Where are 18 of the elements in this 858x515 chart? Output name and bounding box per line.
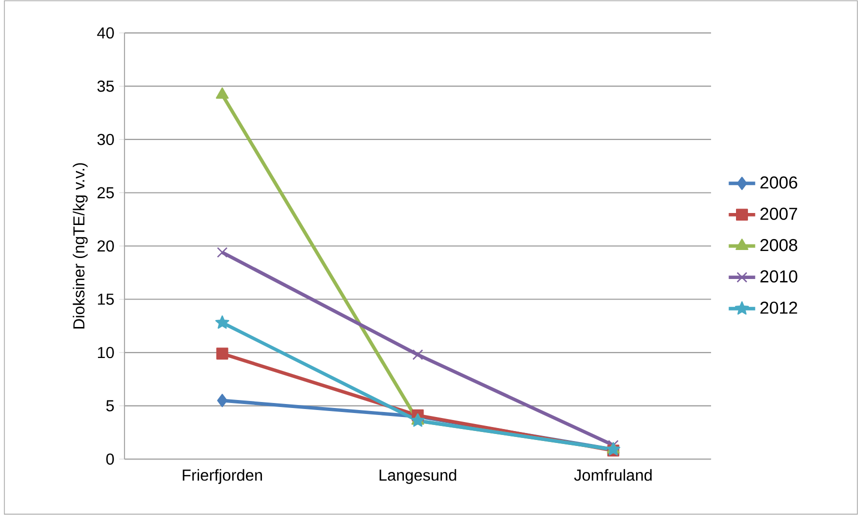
legend-label: 2010: [760, 270, 798, 283]
y-tick-label: 5: [106, 400, 114, 412]
legend-label: 2012: [760, 302, 798, 314]
y-tick-label: 20: [98, 240, 114, 252]
y-tick-label: 15: [98, 294, 114, 305]
y-tick-label: 30: [97, 134, 114, 146]
legend-label: 2007: [760, 208, 798, 220]
x-tick-label: Frierfjorden: [182, 469, 262, 484]
y-tick-label: 40: [97, 27, 114, 39]
y-tick-label: 0: [106, 454, 114, 465]
y-tick-label: 25: [98, 187, 114, 198]
y-axis-title: Dioksiner (ngTE/kg v.v.): [72, 163, 88, 329]
y-tick-label: 35: [97, 80, 114, 92]
x-tick-label: Langesund: [380, 469, 456, 484]
legend-label: 2006: [760, 176, 798, 189]
x-tick-label: Jomfruland: [574, 469, 652, 481]
y-tick-label: 10: [98, 346, 114, 358]
legend-label: 2008: [760, 239, 798, 252]
